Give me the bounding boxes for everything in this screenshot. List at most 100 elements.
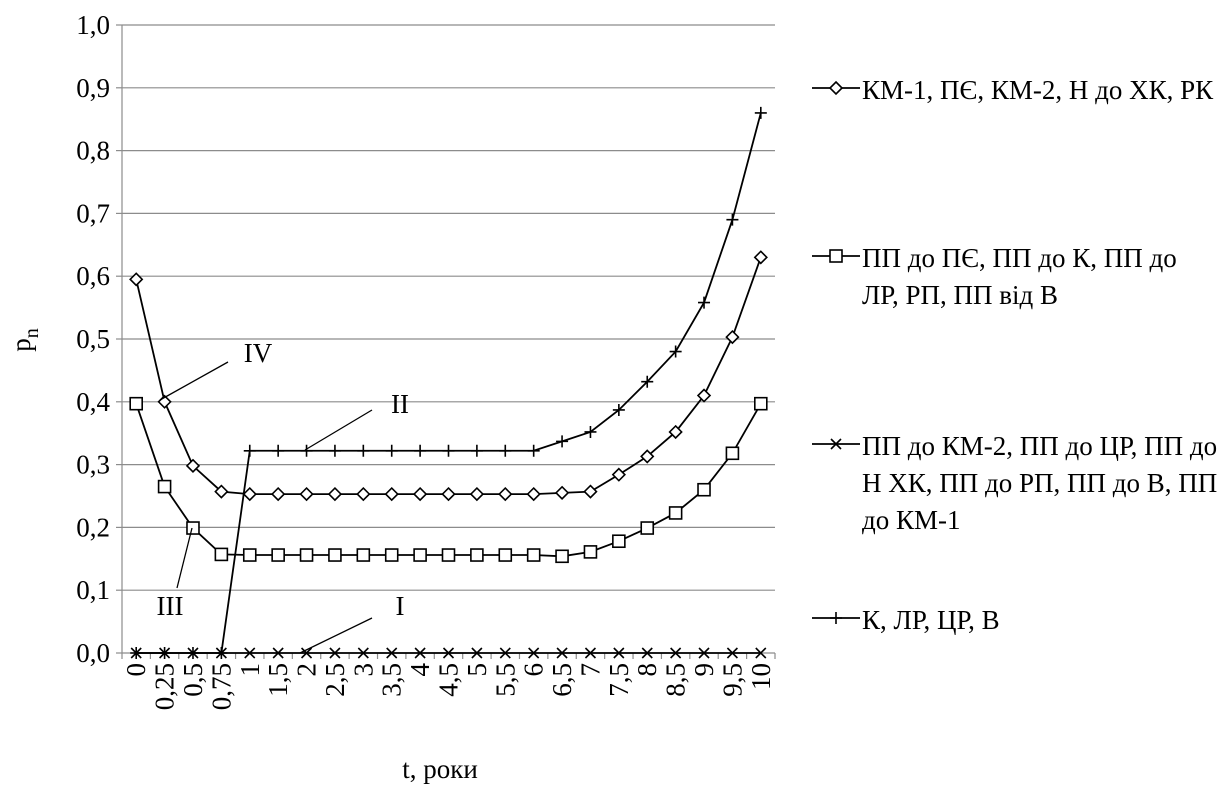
marker [185, 458, 201, 473]
legend-swatch [812, 438, 860, 450]
y-tick-label: 0,6 [76, 261, 110, 291]
marker [242, 548, 257, 562]
marker [670, 647, 682, 659]
x-tick-label: 6,5 [547, 663, 577, 697]
marker [698, 296, 711, 309]
marker [698, 647, 710, 659]
legend-item: К, ЛР, ЦР, В [810, 602, 1218, 639]
marker [498, 548, 513, 562]
legend-label: К, ЛР, ЦР, В [862, 605, 1000, 635]
marker [470, 548, 484, 562]
marker [356, 548, 371, 562]
marker [668, 424, 683, 440]
x-tick-label: 2 [292, 663, 322, 677]
marker [526, 486, 541, 502]
marker [242, 486, 257, 502]
marker [300, 444, 313, 457]
annotation-leader [299, 617, 373, 654]
marker [357, 444, 370, 457]
marker [441, 486, 456, 502]
x-tick-label: 1,5 [263, 663, 293, 697]
x-tick-label: 1 [235, 663, 265, 677]
x-tick-label: 2,5 [320, 663, 350, 697]
annotation: II [391, 389, 409, 419]
x-tick-label: 9,5 [717, 663, 747, 697]
marker [384, 548, 399, 562]
marker [528, 647, 540, 659]
marker [696, 388, 712, 403]
legend-label: ПП до ПЄ, ПП до К, ПП до ЛР, РП, ПП від … [862, 243, 1177, 310]
marker [186, 521, 200, 535]
marker [725, 446, 740, 461]
marker [414, 647, 426, 659]
marker [299, 548, 314, 562]
marker [527, 444, 540, 457]
marker [554, 485, 570, 500]
y-tick-label: 0,9 [76, 73, 110, 103]
marker [754, 106, 767, 119]
marker [641, 647, 653, 659]
y-axis-label: pn [6, 328, 43, 352]
marker [441, 548, 456, 562]
marker [697, 482, 711, 497]
y-tick-label: 0,5 [76, 324, 110, 354]
marker [327, 486, 343, 502]
annotation-leader [176, 527, 193, 589]
marker [726, 213, 739, 226]
x-tick-label: 7,5 [604, 663, 634, 697]
marker [271, 486, 286, 502]
marker [357, 647, 369, 659]
y-tick-label: 0,7 [76, 198, 110, 228]
marker [244, 647, 256, 659]
y-label-main: p [6, 338, 36, 352]
x-tick-label: 0 [121, 663, 151, 677]
series-line [135, 403, 762, 558]
legend-label: ПП до КМ-2, ПП до ЦР, ПП до Н ХК, ПП до … [862, 431, 1218, 535]
marker [272, 444, 285, 457]
x-tick-label: 8,5 [661, 663, 691, 697]
marker [584, 425, 597, 438]
marker [669, 345, 682, 358]
y-label-sub: n [21, 328, 43, 338]
marker [214, 547, 229, 562]
marker [755, 647, 767, 659]
x-tick-label: 7 [575, 663, 605, 677]
marker [828, 80, 844, 96]
marker [584, 647, 597, 659]
legend-swatch [812, 249, 860, 263]
marker [556, 435, 569, 448]
marker [612, 534, 626, 549]
x-tick-label: 4 [405, 663, 435, 677]
x-tick-label: 8 [632, 663, 662, 677]
marker [386, 647, 398, 659]
marker [214, 484, 229, 499]
marker [583, 545, 598, 559]
series-line [135, 257, 762, 496]
marker [215, 647, 228, 659]
marker [329, 647, 341, 659]
marker [129, 272, 144, 287]
y-tick-label: 0,0 [76, 638, 110, 668]
marker [413, 548, 427, 562]
marker [385, 444, 398, 457]
marker [243, 444, 256, 457]
annotation-leader [304, 409, 373, 451]
marker [830, 612, 842, 624]
x-tick-label: 4,5 [434, 663, 464, 697]
x-tick-label: 5 [462, 663, 492, 677]
marker [158, 647, 171, 659]
x-tick-label: 10 [746, 663, 776, 690]
marker [668, 506, 683, 520]
marker [271, 548, 285, 562]
marker [613, 647, 625, 659]
marker [328, 548, 342, 562]
x-tick-label: 5,5 [490, 663, 520, 697]
x-tick-label: 3,5 [377, 663, 407, 697]
legend-item: ПП до КМ-2, ПП до ЦР, ПП до Н ХК, ПП до … [810, 428, 1218, 539]
marker [356, 486, 371, 502]
y-tick-label: 0,8 [76, 136, 110, 166]
annotation: III [157, 591, 184, 621]
marker [754, 396, 768, 411]
